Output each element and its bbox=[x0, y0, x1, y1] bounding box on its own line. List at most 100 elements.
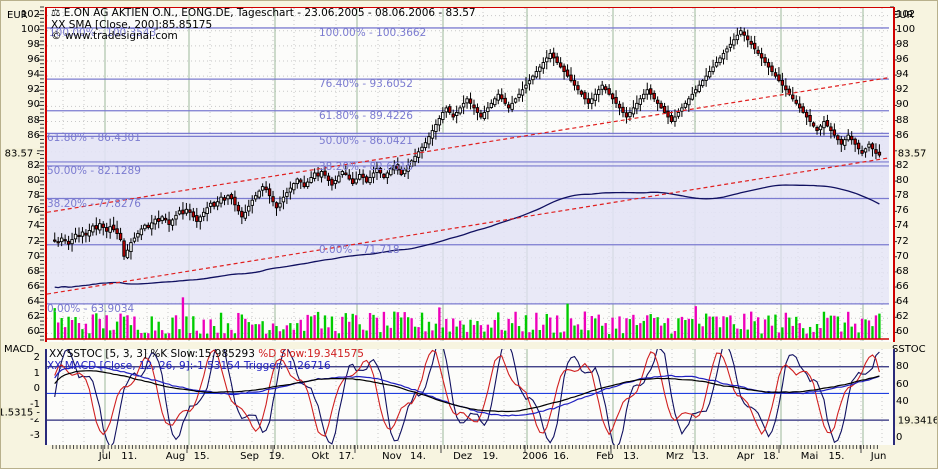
sstoc-tick: 60 bbox=[896, 378, 909, 390]
price-tick-left: 72 bbox=[27, 235, 40, 247]
sstoc-tick: 40 bbox=[896, 396, 909, 408]
price-tick-left: 62 bbox=[27, 311, 40, 323]
macd-label: XX MACD [Close, 12, 26, 9]:-1.53154 Trig… bbox=[47, 360, 331, 372]
sstoc-tick: 0 bbox=[896, 431, 903, 443]
price-tick-right: 60 bbox=[896, 326, 909, 338]
date-tick-label: Jun bbox=[870, 451, 887, 462]
date-tick-label: Okt bbox=[311, 451, 330, 462]
macd-tick: -3 bbox=[30, 429, 40, 441]
date-tick-label: Apr bbox=[736, 451, 755, 462]
sstoc-marker: - 19.3416 bbox=[891, 415, 938, 427]
price-marker-right: - 83.57 bbox=[891, 148, 927, 160]
price-tick-right: 90 bbox=[896, 99, 909, 111]
price-tick-right: 62 bbox=[896, 311, 909, 323]
price-tick-right: 70 bbox=[896, 250, 909, 262]
price-tick-right: 96 bbox=[896, 53, 909, 65]
right-gutter-ticks bbox=[890, 6, 897, 341]
sstoc-legend: XX SSTOC [5, 3, 3] %K Slow:15.985293 %D … bbox=[49, 342, 364, 361]
price-tick-left: 86 bbox=[27, 129, 40, 141]
sstoc-k-value: 15.985293 bbox=[198, 348, 255, 360]
price-tick-right: 82 bbox=[896, 159, 909, 171]
indicator-panel[interactable] bbox=[45, 349, 895, 445]
price-tick-right: 86 bbox=[896, 129, 909, 141]
macd-tick: 2 bbox=[33, 352, 40, 364]
price-tick-left: 64 bbox=[27, 296, 40, 308]
sstoc-tick: 80 bbox=[896, 360, 909, 372]
price-tick-right: 74 bbox=[896, 220, 909, 232]
price-tick-left: 74 bbox=[27, 220, 40, 232]
price-tick-right: 102 bbox=[896, 8, 916, 20]
price-tick-left: 68 bbox=[27, 265, 40, 277]
price-tick-right: 100 bbox=[896, 23, 916, 35]
indicator-axis-right-unit: SSTOC bbox=[892, 344, 926, 355]
price-axis-left-unit: EUR bbox=[7, 10, 28, 21]
indicator-svg bbox=[47, 349, 889, 445]
fib-left-50: 50.00% - 82.1289 bbox=[47, 164, 141, 177]
price-tick-left: 96 bbox=[27, 53, 40, 65]
macd-tick: 0 bbox=[33, 383, 40, 395]
fib-right-100: 100.00% - 100.3662 bbox=[319, 26, 427, 39]
price-tick-left: 98 bbox=[27, 38, 40, 50]
price-marker-left: 83.57 - bbox=[4, 148, 40, 160]
price-tick-left: 60 bbox=[27, 326, 40, 338]
macd-marker: -1.5315 - bbox=[1, 407, 40, 419]
sstoc-d-label: %D Slow: bbox=[254, 348, 308, 360]
price-tick-left: 66 bbox=[27, 281, 40, 293]
macd-tick: -2 bbox=[30, 414, 40, 426]
date-tick-label: 14. bbox=[410, 451, 426, 462]
price-tick-right: 88 bbox=[896, 114, 909, 126]
date-tick-label: 15. bbox=[828, 451, 845, 462]
price-tick-left: 82 bbox=[27, 159, 40, 171]
price-tick-right: 92 bbox=[896, 84, 909, 96]
date-tick-label: Sep bbox=[240, 451, 260, 462]
date-tick-label: Dez bbox=[453, 451, 473, 462]
price-tick-right: 66 bbox=[896, 281, 909, 293]
date-tick-strip bbox=[52, 445, 878, 453]
price-tick-right: 76 bbox=[896, 205, 909, 217]
price-tick-right: 80 bbox=[896, 175, 909, 187]
price-tick-right: 98 bbox=[896, 38, 909, 50]
fib-right-764: 76.40% - 93.6052 bbox=[319, 78, 413, 91]
date-tick-label: 11. bbox=[121, 451, 138, 462]
date-tick-label: 15. bbox=[193, 451, 210, 462]
date-tick-label: Feb bbox=[596, 451, 614, 462]
fib-right-382: 38.20% - 82.6616 bbox=[319, 160, 413, 173]
fib-right-0: 0.00% - 71.718 bbox=[319, 243, 400, 256]
indicator-axis-left-unit: MACD bbox=[4, 344, 34, 355]
date-axis[interactable]: Jul 11. Aug 15. Sep 19. Okt 17. Nov 14. Dez 19. 2006… bbox=[1, 445, 937, 468]
fib-left-0: 0.00% - 63.9034 bbox=[47, 302, 135, 315]
fib-left-382: 38.20% - 77.8276 bbox=[47, 197, 141, 210]
price-tick-right: 78 bbox=[896, 190, 909, 202]
date-tick-label: Nov bbox=[382, 451, 402, 462]
price-chart-panel[interactable] bbox=[45, 7, 895, 342]
sstoc-d-value: 19.341575 bbox=[307, 348, 364, 360]
date-tick-label: 19. bbox=[482, 451, 499, 462]
price-tick-left: 78 bbox=[27, 190, 40, 202]
date-tick-label: 17. bbox=[338, 451, 355, 462]
date-tick-label: 13. bbox=[623, 451, 639, 462]
left-gutter-ticks bbox=[37, 6, 44, 341]
price-axis-left[interactable]: EUR MACD 102 100 98 96 94 92 90 88 86 82 80 78 76 74 7… bbox=[1, 1, 45, 468]
date-tick-label: 2006 bbox=[522, 451, 548, 462]
price-tick-left: 76 bbox=[27, 205, 40, 217]
fib-left-618: 61.80% - 86.4301 bbox=[47, 132, 141, 145]
sstoc-label: XX SSTOC [5, 3, 3] %K Slow: bbox=[49, 348, 199, 360]
fib-right-50: 50.00% - 86.0421 bbox=[319, 135, 413, 148]
price-chart-svg bbox=[47, 8, 889, 341]
macd-legend: XX MACD [Close, 12, 26, 9]:-1.53154 Trig… bbox=[47, 354, 331, 373]
date-tick-label: 19. bbox=[268, 451, 285, 462]
date-tick-label: 13. bbox=[692, 451, 709, 462]
price-axis-right[interactable]: EUR SSTOC 102 100 98 96 94 92 90 88 86 82 80 78 76 74… bbox=[889, 1, 937, 468]
price-tick-left: 92 bbox=[27, 84, 40, 96]
date-tick-label: Mai bbox=[800, 451, 819, 462]
fib-left-100: 100.00% - 100.3543 bbox=[49, 27, 157, 40]
fib-right-618: 61.80% - 89.4226 bbox=[319, 109, 413, 122]
price-tick-right: 94 bbox=[896, 69, 909, 81]
price-tick-left: 88 bbox=[27, 114, 40, 126]
price-tick-right: 72 bbox=[896, 235, 909, 247]
date-tick-label: Jul bbox=[98, 451, 111, 462]
price-tick-left: 102 bbox=[20, 8, 40, 20]
date-tick-label: Mrz bbox=[665, 451, 684, 462]
price-tick-left: 100 bbox=[20, 23, 40, 35]
